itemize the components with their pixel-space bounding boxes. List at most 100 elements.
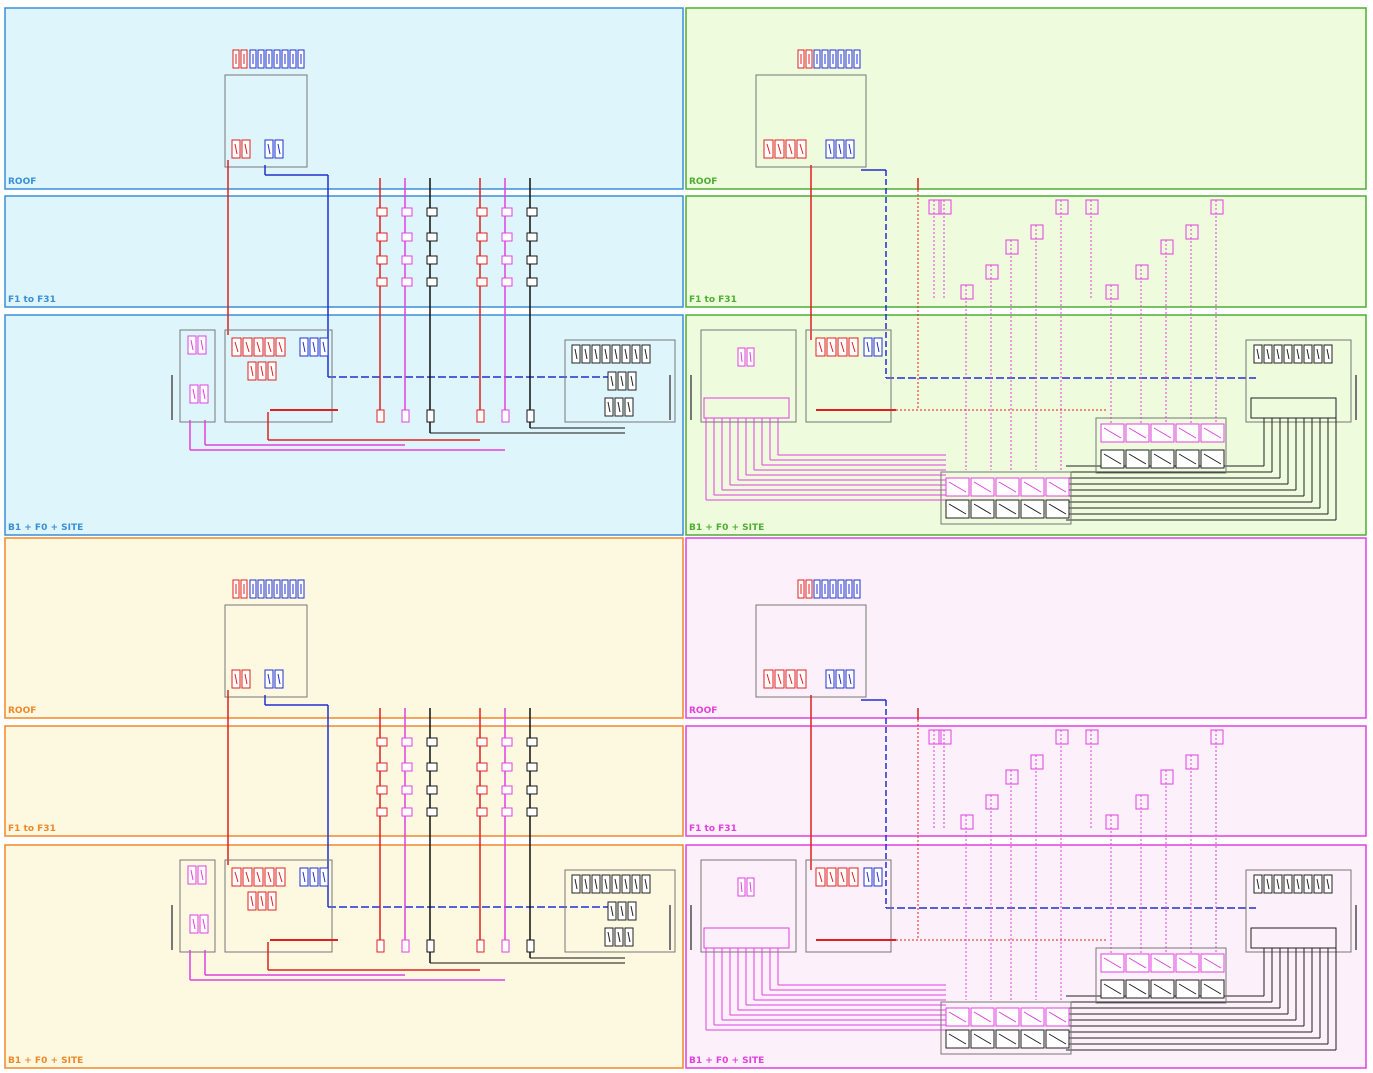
plant-frame xyxy=(1095,947,1227,1004)
pipe xyxy=(1103,957,1122,969)
pipe xyxy=(278,341,283,353)
terminal xyxy=(1160,239,1174,255)
terminal xyxy=(401,762,413,772)
pipe xyxy=(630,375,634,387)
pipe xyxy=(818,871,823,883)
pipe xyxy=(245,341,250,353)
zone-label: F1 to F31 xyxy=(689,295,737,305)
plant-frame xyxy=(179,329,216,423)
zone xyxy=(4,844,684,1069)
pipe xyxy=(250,365,254,377)
terminal xyxy=(401,277,413,287)
pipe xyxy=(610,905,614,917)
terminal xyxy=(501,255,513,265)
pipe xyxy=(200,869,204,881)
pipe xyxy=(256,871,261,883)
pipe xyxy=(1266,878,1270,890)
pipe xyxy=(1023,1033,1042,1045)
pipe xyxy=(234,871,239,883)
terminal xyxy=(928,729,942,745)
pipe xyxy=(1256,878,1260,890)
terminal xyxy=(1105,284,1119,300)
terminal xyxy=(526,255,538,265)
pipe xyxy=(260,365,264,377)
pipe xyxy=(617,401,621,413)
terminal xyxy=(376,785,388,795)
pipe xyxy=(876,871,880,883)
pipe xyxy=(948,481,967,493)
pipe xyxy=(998,481,1017,493)
pipe xyxy=(1326,878,1330,890)
terminal xyxy=(1185,224,1199,240)
pipe xyxy=(302,871,306,883)
pipe xyxy=(998,1011,1017,1023)
zone-label: F1 to F31 xyxy=(689,824,737,834)
pipe xyxy=(1128,957,1147,969)
pipe xyxy=(838,673,842,685)
terminal xyxy=(1005,239,1019,255)
terminal xyxy=(526,207,538,217)
plant-frame xyxy=(564,339,676,423)
pipe xyxy=(322,341,326,353)
terminal xyxy=(1055,199,1069,215)
zone xyxy=(4,7,684,190)
pipe xyxy=(1203,427,1222,439)
pipe xyxy=(322,871,326,883)
pipe xyxy=(851,341,856,353)
pipe xyxy=(200,339,204,351)
pipe xyxy=(1128,427,1147,439)
pipe xyxy=(1316,878,1320,890)
terminal xyxy=(526,277,538,287)
pipe xyxy=(948,1011,967,1023)
terminal xyxy=(476,785,488,795)
terminal xyxy=(426,232,438,242)
terminal xyxy=(1135,264,1149,280)
zone xyxy=(4,314,684,536)
pipe xyxy=(277,673,281,685)
pipe xyxy=(604,878,608,890)
pipe xyxy=(749,351,752,363)
valve xyxy=(501,939,510,953)
pipe xyxy=(848,143,852,155)
pipe xyxy=(740,881,743,893)
pipe xyxy=(838,143,842,155)
terminal xyxy=(476,255,488,265)
pipe xyxy=(1256,348,1260,360)
pipe xyxy=(584,878,588,890)
pipe xyxy=(1296,348,1300,360)
terminal xyxy=(1055,729,1069,745)
terminal xyxy=(1030,754,1044,770)
pipe xyxy=(594,878,598,890)
terminal xyxy=(1185,754,1199,770)
pipe xyxy=(1153,427,1172,439)
pipe xyxy=(866,341,870,353)
pipe xyxy=(256,341,261,353)
pipe xyxy=(1103,427,1122,439)
zone-label: B1 + F0 + SITE xyxy=(689,1056,764,1066)
pipe xyxy=(1296,878,1300,890)
plant-frame xyxy=(700,859,797,953)
plant-frame xyxy=(940,471,1072,525)
valve xyxy=(476,409,485,423)
pipe xyxy=(1306,348,1310,360)
pipe xyxy=(799,673,804,685)
pipe xyxy=(788,143,793,155)
valve xyxy=(476,939,485,953)
pipe xyxy=(270,895,274,907)
pipe xyxy=(267,673,271,685)
terminal xyxy=(501,785,513,795)
terminal xyxy=(426,207,438,217)
pipe xyxy=(267,871,272,883)
pipe xyxy=(876,341,880,353)
pipe xyxy=(267,341,272,353)
pipe xyxy=(1048,481,1067,493)
terminal xyxy=(938,729,952,745)
terminal xyxy=(476,807,488,817)
terminal xyxy=(401,785,413,795)
terminal xyxy=(376,232,388,242)
zone-label: B1 + F0 + SITE xyxy=(8,1056,83,1066)
pipe xyxy=(848,673,852,685)
pipe xyxy=(192,388,196,400)
terminal xyxy=(1005,769,1019,785)
pipe xyxy=(607,401,611,413)
